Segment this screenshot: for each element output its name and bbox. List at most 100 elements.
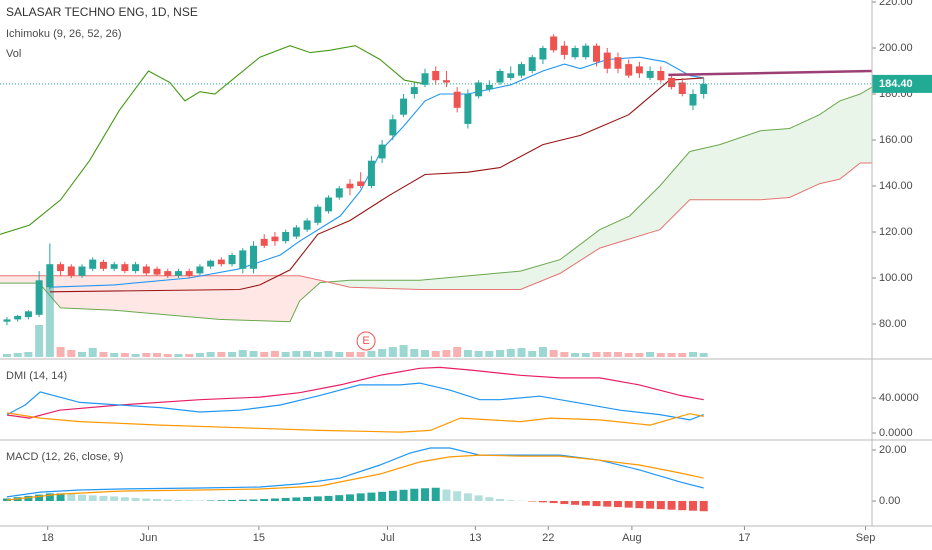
candle-body bbox=[228, 254, 236, 265]
cloud bbox=[629, 185, 660, 239]
volume-bar bbox=[120, 353, 129, 357]
histogram-bar bbox=[217, 500, 226, 502]
histogram-bar bbox=[688, 501, 697, 511]
candle-body bbox=[678, 82, 686, 94]
volume-bar bbox=[206, 352, 215, 357]
histogram-bar bbox=[303, 496, 312, 502]
candle-body bbox=[282, 231, 290, 242]
volume-bar bbox=[2, 354, 11, 357]
y-tick-label: 100.00 bbox=[879, 272, 913, 284]
candle-body bbox=[292, 227, 300, 237]
candle-body bbox=[593, 45, 601, 62]
histogram-bar bbox=[2, 498, 11, 502]
line bbox=[0, 162, 872, 290]
volume-bar bbox=[635, 353, 644, 357]
histogram-bar bbox=[281, 497, 290, 502]
volume-bar bbox=[131, 354, 140, 357]
histogram-bar bbox=[35, 494, 44, 502]
volume-bar bbox=[538, 347, 547, 357]
volume-bar bbox=[688, 352, 697, 357]
volume-bar bbox=[163, 354, 172, 357]
histogram-bar bbox=[313, 496, 322, 502]
x-tick-label: Sep bbox=[856, 532, 876, 544]
histogram-bar bbox=[345, 494, 354, 502]
price-pane: E bbox=[0, 34, 872, 357]
line bbox=[6, 366, 704, 419]
y-tick-label: 20.00 bbox=[879, 444, 907, 456]
volume-bar bbox=[667, 353, 676, 357]
candle-body bbox=[67, 266, 75, 276]
candle-body bbox=[357, 181, 365, 186]
y-tick-label: 0.0000 bbox=[879, 427, 913, 439]
volume-bar bbox=[110, 353, 119, 357]
candle-body bbox=[689, 93, 697, 106]
cloud bbox=[659, 151, 690, 230]
histogram-bar bbox=[678, 501, 687, 511]
candle-body bbox=[400, 98, 408, 115]
pane-title: DMI (14, 14) bbox=[6, 370, 67, 382]
histogram-bar bbox=[356, 493, 365, 502]
histogram-bar bbox=[131, 497, 140, 502]
chart-title: SALASAR TECHNO ENG, 1D, NSE bbox=[6, 5, 198, 19]
volume-bar bbox=[388, 347, 397, 357]
candle-body bbox=[314, 206, 322, 223]
histogram-bar bbox=[163, 499, 172, 502]
volume-bar bbox=[442, 350, 451, 357]
histogram-bar bbox=[635, 501, 644, 509]
volume-bar bbox=[378, 349, 387, 357]
volume-bar bbox=[496, 350, 505, 357]
macd-pane bbox=[2, 447, 708, 512]
candle-body bbox=[260, 238, 268, 246]
cloud bbox=[349, 280, 420, 290]
cloud bbox=[114, 275, 220, 320]
event-marker bbox=[356, 331, 376, 351]
cloud bbox=[599, 215, 630, 249]
y-tick-label: 220.00 bbox=[879, 0, 913, 8]
y-tick-label: 120.00 bbox=[879, 226, 913, 238]
histogram-bar bbox=[613, 501, 622, 508]
y-tick-label: 140.00 bbox=[879, 180, 913, 192]
candle-body bbox=[132, 264, 140, 272]
histogram-bar bbox=[270, 498, 279, 502]
volume-bar bbox=[153, 353, 162, 357]
volume-bar bbox=[281, 352, 290, 357]
histogram-bar bbox=[496, 498, 505, 502]
dmi-pane bbox=[6, 366, 704, 433]
candle-body bbox=[3, 319, 11, 322]
candle-body bbox=[432, 70, 440, 81]
candle-body bbox=[453, 91, 461, 108]
candle-body bbox=[46, 264, 54, 288]
volume-bar bbox=[624, 353, 633, 357]
cloud bbox=[520, 259, 561, 290]
candle-body bbox=[217, 259, 225, 265]
histogram-bar bbox=[24, 495, 33, 502]
line bbox=[6, 382, 704, 421]
volume-bar bbox=[592, 352, 601, 357]
volume-bar bbox=[217, 352, 226, 357]
volume-bar bbox=[174, 354, 183, 357]
histogram-bar bbox=[292, 497, 301, 502]
candle-body bbox=[174, 271, 182, 276]
candle-body bbox=[539, 48, 547, 60]
candle-body bbox=[700, 83, 708, 94]
histogram-bar bbox=[410, 488, 419, 502]
candle-body bbox=[185, 271, 193, 276]
histogram-bar bbox=[206, 500, 215, 502]
volume-bar bbox=[185, 354, 194, 357]
histogram-bar bbox=[624, 501, 633, 508]
volume-bar bbox=[249, 351, 258, 357]
volume-bar bbox=[367, 351, 376, 357]
candle-body bbox=[442, 80, 450, 83]
volume-bar bbox=[67, 350, 76, 357]
volume-bar bbox=[421, 350, 430, 357]
candle-body bbox=[464, 93, 472, 124]
histogram-bar bbox=[249, 499, 258, 502]
last-price-box bbox=[872, 74, 932, 93]
volume-bar bbox=[506, 349, 515, 357]
volume-bar bbox=[463, 350, 472, 357]
cloud bbox=[0, 275, 40, 284]
candle-body bbox=[196, 266, 204, 274]
cloud bbox=[819, 100, 840, 184]
volume-bar bbox=[45, 277, 54, 357]
candle-body bbox=[646, 70, 654, 78]
